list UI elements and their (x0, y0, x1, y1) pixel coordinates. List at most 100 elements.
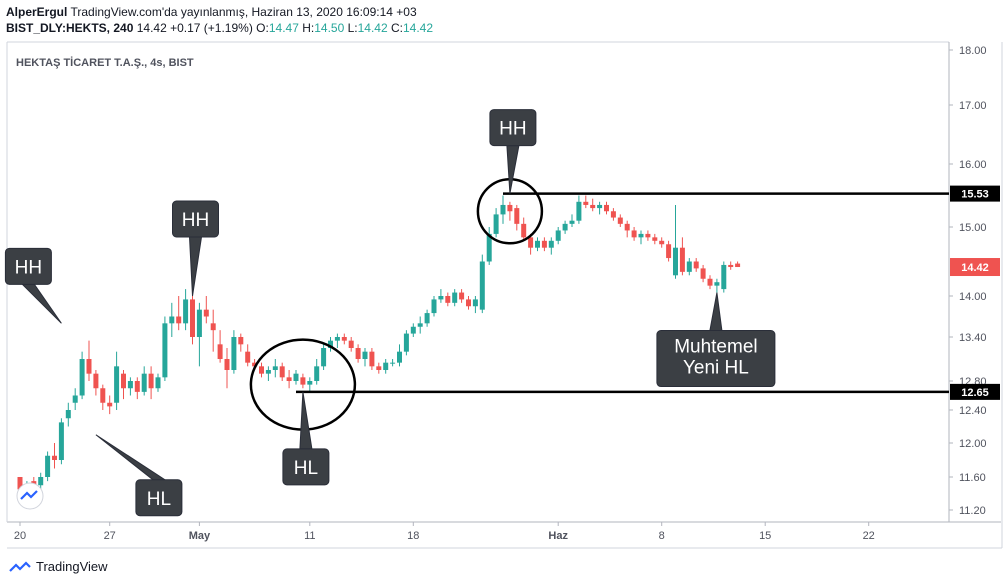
annotation-callout[interactable]: HH (172, 200, 219, 297)
candle[interactable] (121, 370, 126, 400)
candle[interactable] (134, 377, 140, 400)
candle[interactable] (279, 362, 285, 381)
candle[interactable] (369, 348, 375, 370)
candle[interactable] (376, 362, 382, 374)
candle[interactable] (728, 261, 734, 270)
candle[interactable] (555, 227, 561, 245)
candle[interactable] (652, 233, 658, 245)
candle[interactable] (714, 278, 720, 293)
candle[interactable] (459, 289, 465, 303)
candle[interactable] (265, 366, 271, 381)
candle[interactable] (679, 237, 685, 276)
candle[interactable] (617, 214, 623, 227)
candle[interactable] (576, 195, 582, 224)
candle[interactable] (190, 296, 195, 345)
candle[interactable] (500, 195, 506, 224)
candle[interactable] (410, 323, 416, 337)
candle[interactable] (397, 344, 402, 367)
candle[interactable] (445, 292, 451, 307)
candle[interactable] (417, 316, 423, 334)
candle[interactable] (148, 366, 154, 400)
candle[interactable] (486, 227, 492, 265)
candle[interactable] (93, 370, 99, 396)
candle[interactable] (72, 388, 78, 410)
candle[interactable] (348, 337, 354, 352)
candle[interactable] (569, 214, 575, 227)
candle[interactable] (238, 333, 244, 352)
candle[interactable] (86, 340, 92, 381)
candle[interactable] (286, 370, 292, 389)
candle[interactable] (155, 373, 161, 392)
candle[interactable] (334, 333, 340, 348)
candle[interactable] (721, 261, 727, 293)
candle[interactable] (514, 204, 520, 231)
candle[interactable] (272, 359, 278, 378)
candle[interactable] (548, 237, 554, 255)
candle[interactable] (521, 217, 527, 241)
candle[interactable] (479, 254, 485, 314)
candle[interactable] (528, 233, 534, 255)
candle[interactable] (141, 366, 147, 396)
candle[interactable] (666, 240, 672, 262)
candle[interactable] (645, 230, 651, 241)
candle[interactable] (231, 330, 237, 374)
candle[interactable] (438, 289, 444, 303)
candle[interactable] (259, 362, 264, 378)
candle[interactable] (38, 472, 44, 490)
candle[interactable] (293, 370, 299, 385)
candle[interactable] (431, 296, 437, 317)
candle[interactable] (686, 258, 692, 276)
candle[interactable] (100, 384, 106, 410)
annotation-callout[interactable]: HH (489, 109, 537, 194)
candle[interactable] (452, 289, 458, 307)
candle[interactable] (638, 230, 644, 245)
candle[interactable] (245, 344, 251, 367)
candle[interactable] (700, 264, 706, 283)
candle[interactable] (341, 333, 347, 345)
candle[interactable] (590, 198, 596, 212)
annotation-callout[interactable]: HL (282, 391, 330, 486)
annotation-callout[interactable]: HH (4, 247, 62, 324)
candle[interactable] (169, 302, 175, 337)
symbol-name[interactable]: BIST_DLY:HEKTS, 240 (6, 21, 134, 35)
candle[interactable] (176, 296, 182, 331)
candle[interactable] (472, 296, 478, 314)
candle[interactable] (659, 237, 665, 248)
candle[interactable] (362, 348, 368, 367)
candle[interactable] (79, 351, 85, 400)
candle[interactable] (217, 330, 223, 363)
candle[interactable] (314, 359, 320, 385)
candle[interactable] (127, 377, 133, 396)
candle[interactable] (65, 402, 71, 427)
candle[interactable] (673, 204, 678, 279)
candle[interactable] (507, 201, 513, 221)
candle[interactable] (583, 195, 589, 209)
candle[interactable] (466, 296, 471, 310)
candle[interactable] (610, 208, 616, 221)
candle[interactable] (541, 237, 547, 252)
candle[interactable] (424, 309, 430, 327)
candle[interactable] (355, 344, 361, 363)
candle[interactable] (183, 289, 189, 331)
candle[interactable] (210, 309, 216, 352)
candle[interactable] (300, 373, 306, 389)
tradingview-logo[interactable]: TradingView (8, 559, 108, 574)
candle[interactable] (390, 359, 396, 367)
candle[interactable] (735, 261, 741, 268)
candle[interactable] (707, 275, 713, 290)
candle[interactable] (562, 220, 568, 234)
candle[interactable] (52, 443, 57, 469)
candle[interactable] (535, 237, 540, 252)
candle[interactable] (383, 359, 389, 374)
candle[interactable] (597, 201, 603, 215)
candle[interactable] (114, 351, 120, 410)
candle[interactable] (162, 316, 168, 382)
candle[interactable] (58, 418, 64, 465)
candle[interactable] (328, 337, 333, 352)
annotation-callout[interactable]: HL (95, 434, 183, 517)
candle[interactable] (307, 377, 313, 392)
candle[interactable] (604, 201, 609, 215)
author-name[interactable]: AlperErgul (6, 5, 68, 19)
candle[interactable] (107, 395, 113, 415)
candle[interactable] (203, 296, 209, 324)
